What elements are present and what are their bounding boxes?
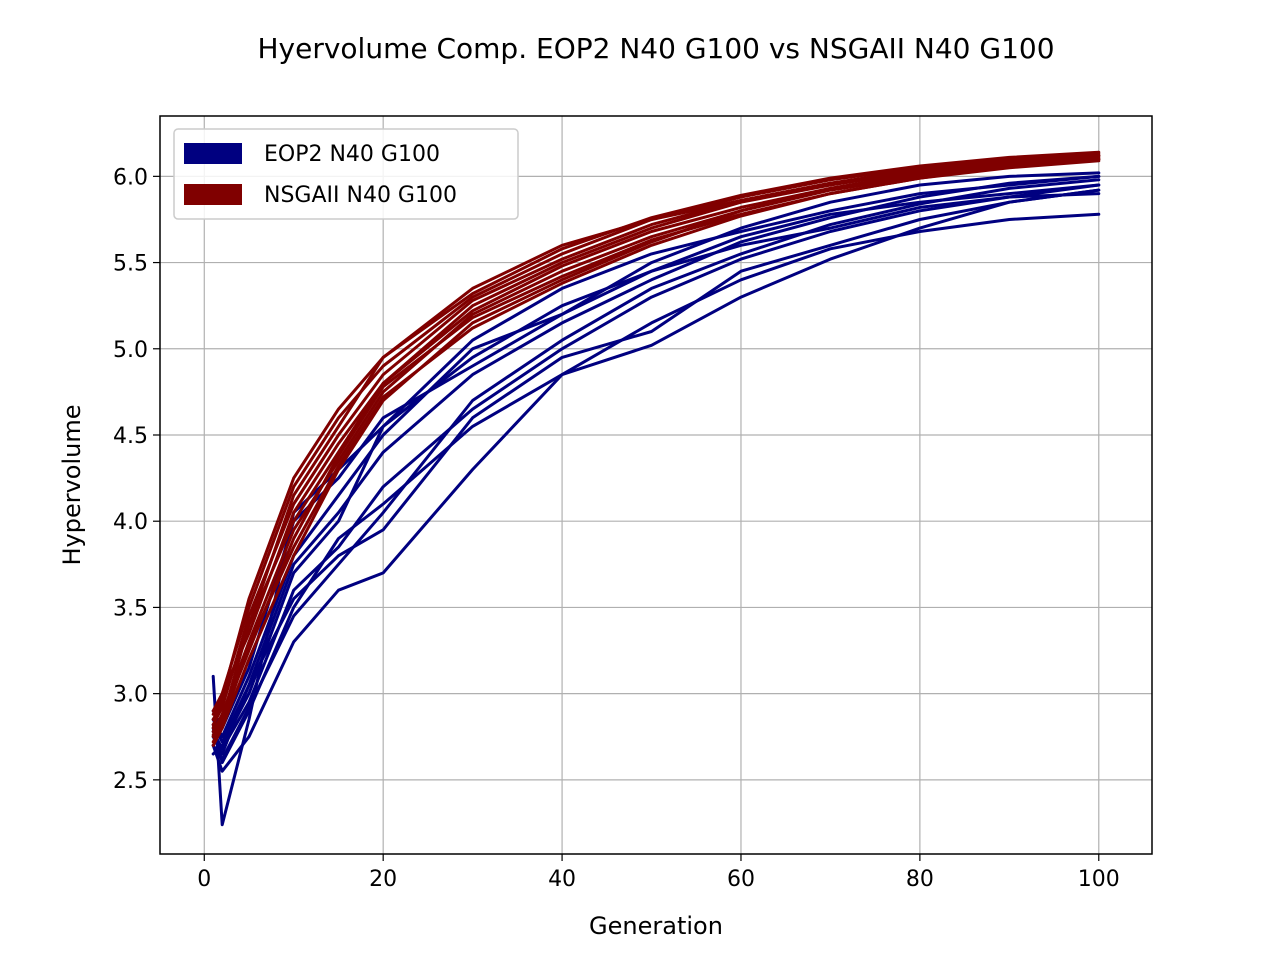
x-tick-label: 20 (369, 867, 397, 892)
y-tick-label: 4.0 (113, 510, 148, 535)
chart-title: Hyervolume Comp. EOP2 N40 G100 vs NSGAII… (257, 32, 1054, 65)
eop2-series-line (211, 178, 1101, 761)
y-tick-label: 3.5 (113, 596, 148, 621)
nsgaii-series-line (211, 157, 1101, 713)
y-tick-label: 5.0 (113, 338, 148, 363)
legend-label-eop2: EOP2 N40 G100 (264, 142, 440, 167)
plot-frame (159, 115, 1153, 855)
eop2-series-line (211, 174, 1101, 744)
y-axis-ticks: 2.5 3.0 3.5 4.0 4.5 5.0 5.5 6.0 (113, 165, 160, 794)
legend-box (173, 128, 519, 220)
plot-lines (211, 150, 1101, 827)
legend: EOP2 N40 G100 NSGAII N40 G100 (173, 128, 519, 220)
eop2-series-line (211, 192, 1101, 739)
y-tick-label: 6.0 (113, 165, 148, 190)
y-tick-label: 5.5 (113, 252, 148, 277)
nsgaii-series-line (211, 154, 1101, 727)
y-axis-label: Hypervolume (58, 404, 86, 565)
nsgaii-series-line (211, 157, 1101, 744)
y-tick-label: 3.0 (113, 683, 148, 708)
eop2-series-line (211, 183, 1101, 751)
y-tick-label: 4.5 (113, 424, 148, 449)
x-tick-label: 0 (197, 867, 211, 892)
nsgaii-series-line (211, 152, 1101, 730)
x-tick-label: 60 (727, 867, 755, 892)
x-tick-label: 80 (906, 867, 934, 892)
x-tick-label: 100 (1078, 867, 1120, 892)
x-axis-ticks: 0 20 40 60 80 100 (197, 854, 1120, 892)
y-tick-label: 2.5 (113, 769, 148, 794)
legend-swatch-eop2 (184, 143, 242, 164)
eop2-series-line (211, 188, 1101, 756)
x-axis-label: Generation (589, 912, 723, 940)
x-tick-label: 40 (548, 867, 576, 892)
nsgaii-series-line (211, 150, 1101, 716)
nsgaii-series-line (211, 157, 1101, 734)
legend-label-nsgaii: NSGAII N40 G100 (264, 183, 457, 208)
legend-swatch-nsgaii (184, 184, 242, 205)
